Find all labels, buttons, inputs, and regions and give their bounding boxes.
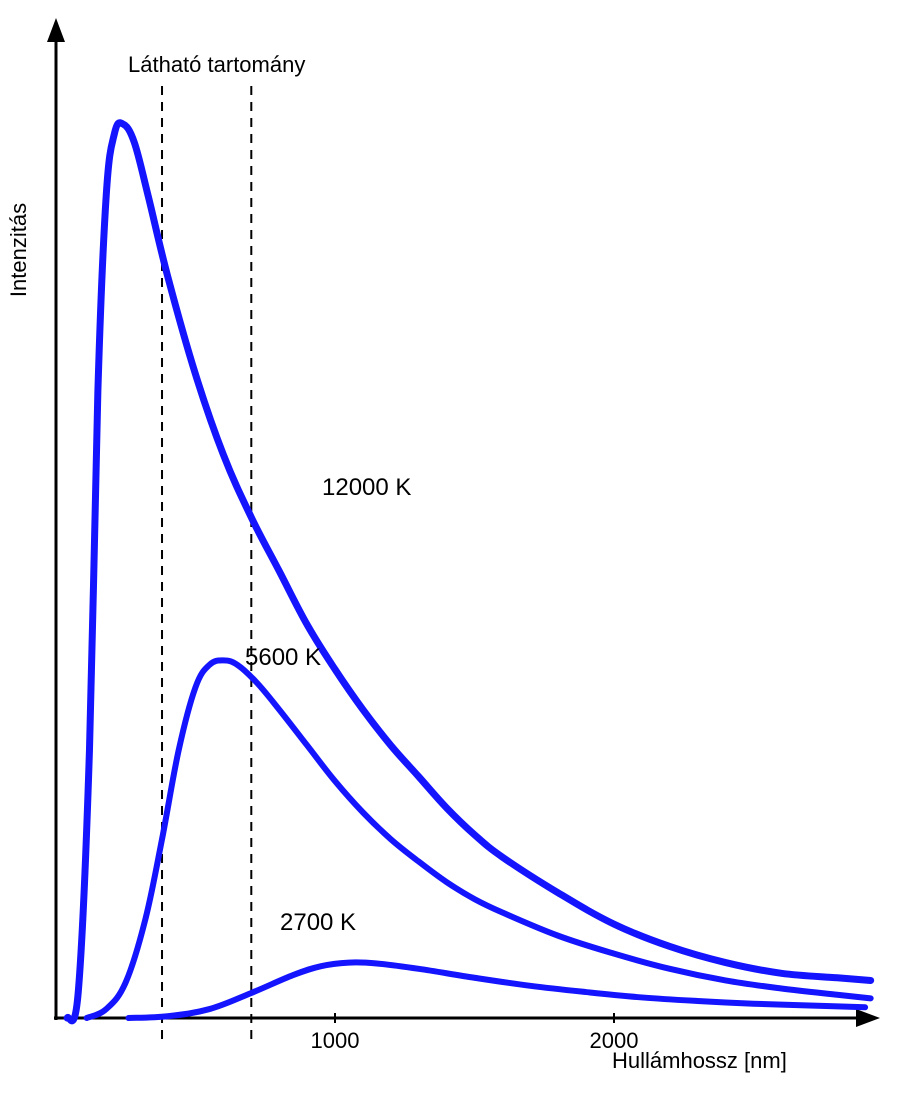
x-tick-label: 1000 (311, 1028, 360, 1053)
x-axis-arrowhead (856, 1009, 880, 1027)
curve-12000k (67, 123, 871, 1021)
visible-range-label: Látható tartomány (128, 52, 305, 77)
chart-svg: 10002000 Látható tartomány 12000 K 5600 … (0, 0, 900, 1093)
curve-label-2700k: 2700 K (280, 909, 356, 936)
y-axis-label: Intenzitás (6, 203, 31, 297)
curve-label-5600k: 5600 K (245, 644, 321, 671)
y-axis-arrowhead (47, 18, 65, 42)
x-axis-label: Hullámhossz [nm] (612, 1048, 787, 1073)
curve-label-12000k: 12000 K (322, 474, 411, 501)
blackbody-chart: 10002000 Látható tartomány 12000 K 5600 … (0, 0, 900, 1093)
